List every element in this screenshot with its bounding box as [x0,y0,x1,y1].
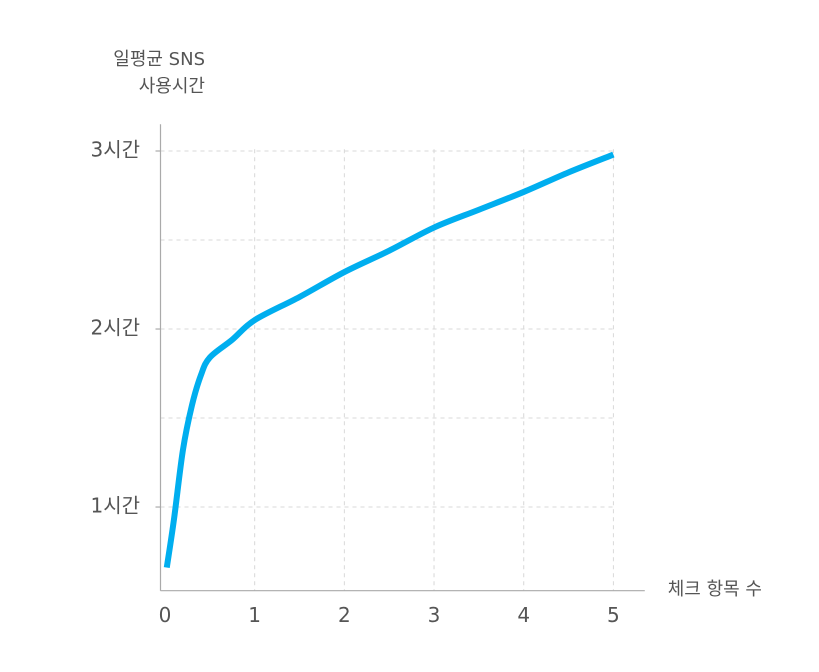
x-tick-label: 5 [607,603,620,627]
y-tick-label: 1시간 [90,494,140,518]
y-axis-label: 사용시간 [139,76,205,97]
x-tick-label: 2 [338,603,351,627]
x-tick-label: 4 [517,603,530,627]
y-tick-label: 2시간 [90,316,140,340]
x-axis-label: 체크 항목 수 [668,579,762,600]
x-tick-label: 0 [159,603,172,627]
data-line [163,151,615,569]
y-tick-label: 3시간 [90,138,140,162]
y-axis-label: 일평균 SNS [113,49,205,70]
x-tick-label: 1 [248,603,261,627]
x-tick-label: 3 [428,603,441,627]
